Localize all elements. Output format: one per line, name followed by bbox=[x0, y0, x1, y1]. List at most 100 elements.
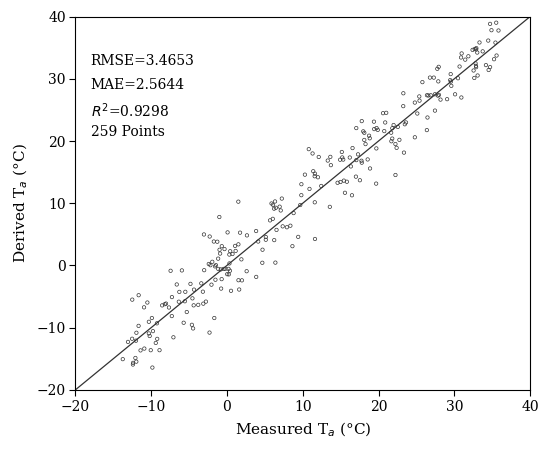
Point bbox=[482, 62, 491, 69]
Y-axis label: Derived T$_a$ (°C): Derived T$_a$ (°C) bbox=[11, 143, 30, 263]
Point bbox=[231, 248, 240, 255]
Point bbox=[370, 118, 378, 125]
Point bbox=[422, 126, 431, 134]
Point bbox=[242, 268, 251, 275]
X-axis label: Measured T$_a$ (°C): Measured T$_a$ (°C) bbox=[234, 420, 371, 439]
Point bbox=[355, 177, 364, 184]
Point bbox=[272, 204, 280, 212]
Point bbox=[261, 234, 270, 241]
Point bbox=[361, 140, 370, 148]
Point bbox=[352, 125, 361, 132]
Point bbox=[363, 156, 372, 163]
Point bbox=[436, 96, 445, 103]
Point bbox=[168, 293, 177, 301]
Point bbox=[124, 338, 133, 346]
Point bbox=[243, 232, 251, 239]
Point bbox=[172, 281, 181, 288]
Point bbox=[258, 259, 267, 266]
Point bbox=[211, 276, 220, 284]
Point bbox=[286, 222, 295, 230]
Point bbox=[258, 246, 267, 253]
Point bbox=[148, 364, 157, 371]
Point bbox=[283, 224, 292, 231]
Point bbox=[199, 300, 208, 307]
Point bbox=[143, 299, 152, 306]
Point bbox=[360, 136, 368, 144]
Point bbox=[128, 335, 136, 342]
Point bbox=[484, 37, 493, 44]
Point bbox=[267, 200, 276, 207]
Point bbox=[473, 49, 482, 56]
Point bbox=[391, 171, 400, 179]
Point bbox=[360, 129, 368, 136]
Point bbox=[221, 265, 230, 272]
Point bbox=[446, 71, 455, 78]
Point bbox=[136, 347, 145, 354]
Point bbox=[140, 345, 148, 352]
Point bbox=[297, 192, 306, 199]
Point bbox=[469, 67, 478, 74]
Point bbox=[207, 281, 216, 288]
Point bbox=[212, 261, 221, 269]
Point bbox=[470, 45, 479, 53]
Text: MAE=2.5644: MAE=2.5644 bbox=[91, 77, 185, 91]
Point bbox=[132, 329, 141, 336]
Point bbox=[261, 236, 270, 243]
Point bbox=[430, 74, 438, 81]
Point bbox=[224, 266, 233, 273]
Point bbox=[310, 173, 319, 180]
Point bbox=[266, 217, 274, 224]
Point bbox=[457, 94, 466, 101]
Point bbox=[128, 296, 136, 303]
Point bbox=[380, 127, 389, 135]
Point bbox=[271, 198, 279, 205]
Point bbox=[395, 136, 404, 144]
Point bbox=[194, 301, 202, 308]
Point bbox=[238, 277, 246, 284]
Point bbox=[297, 180, 306, 188]
Point bbox=[276, 207, 285, 214]
Point bbox=[145, 330, 153, 337]
Point bbox=[338, 148, 346, 156]
Point bbox=[358, 159, 366, 166]
Point bbox=[311, 235, 320, 243]
Point bbox=[387, 138, 396, 145]
Point bbox=[336, 178, 345, 185]
Point bbox=[272, 226, 281, 234]
Point bbox=[492, 19, 500, 26]
Point bbox=[278, 223, 287, 230]
Point bbox=[366, 165, 375, 172]
Point bbox=[254, 238, 262, 245]
Point bbox=[315, 153, 323, 161]
Point bbox=[183, 308, 191, 315]
Point bbox=[486, 63, 494, 71]
Point bbox=[129, 361, 138, 368]
Point bbox=[399, 103, 408, 110]
Point bbox=[268, 201, 277, 208]
Point bbox=[348, 192, 356, 199]
Point bbox=[471, 62, 480, 69]
Point bbox=[346, 163, 355, 170]
Point bbox=[422, 92, 431, 99]
Point bbox=[358, 117, 366, 125]
Point bbox=[166, 267, 175, 274]
Point bbox=[305, 185, 314, 193]
Point bbox=[365, 132, 373, 140]
Point bbox=[472, 63, 481, 71]
Point bbox=[211, 263, 219, 270]
Point bbox=[461, 56, 470, 63]
Point bbox=[351, 173, 360, 180]
Point bbox=[289, 209, 298, 216]
Point bbox=[399, 149, 408, 156]
Point bbox=[175, 288, 184, 296]
Point bbox=[426, 74, 434, 81]
Point bbox=[197, 280, 206, 287]
Point bbox=[472, 45, 481, 52]
Point bbox=[433, 92, 442, 99]
Point bbox=[348, 144, 357, 152]
Point bbox=[415, 97, 424, 104]
Point bbox=[494, 27, 503, 34]
Point bbox=[271, 259, 280, 266]
Point bbox=[199, 288, 207, 295]
Point bbox=[226, 267, 234, 274]
